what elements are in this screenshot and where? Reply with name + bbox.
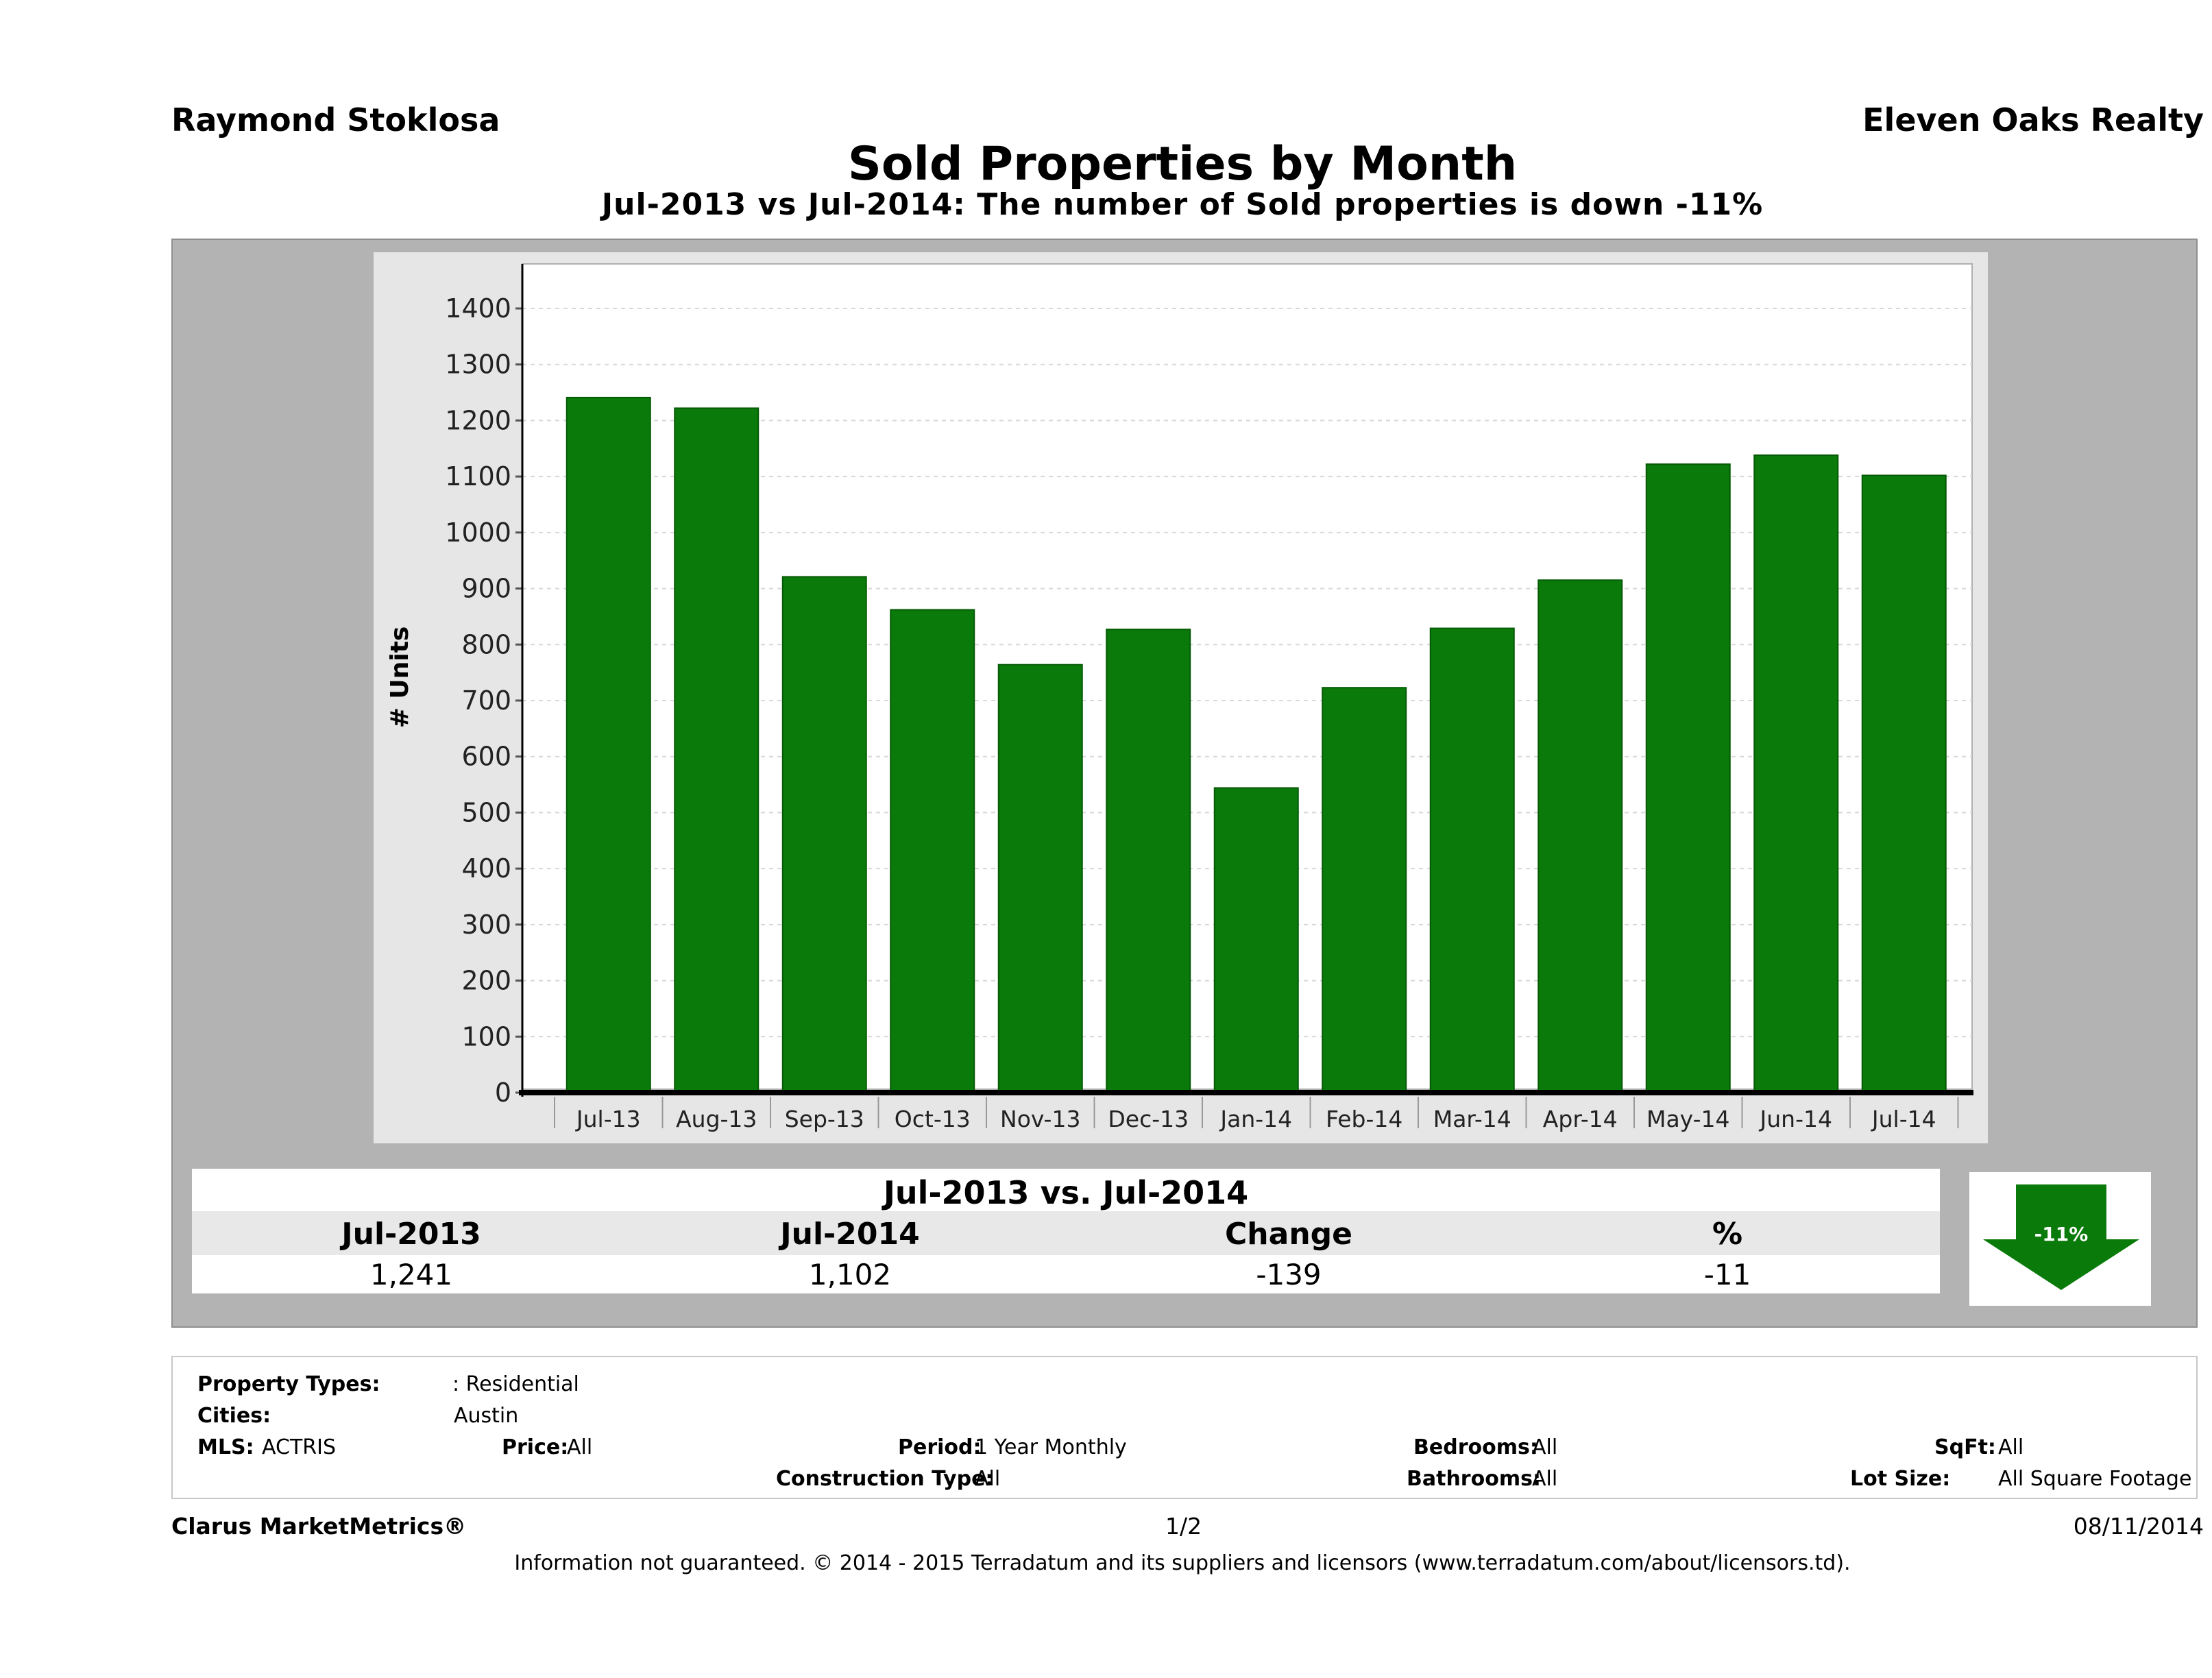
y-tick-label: 1100 bbox=[445, 461, 511, 491]
x-axis-ticks: Jul-13 Aug-13 Sep-13 Oct-13 Nov-13 Dec-13 Jan-… bbox=[554, 1097, 1959, 1132]
summary-header-percent: % bbox=[1712, 1217, 1743, 1252]
change-badge: -11% bbox=[1969, 1172, 2151, 1306]
y-tick-label: 300 bbox=[461, 910, 511, 940]
y-tick-label: 0 bbox=[495, 1078, 511, 1108]
summary-header-row: Jul-2013 Jul-2014 Change % bbox=[192, 1211, 1940, 1255]
summary-value-start: 1,241 bbox=[369, 1258, 453, 1291]
x-tick-label: Jul-13 bbox=[575, 1106, 641, 1132]
y-tick-label: 200 bbox=[461, 966, 511, 996]
summary-value-end: 1,102 bbox=[808, 1258, 892, 1291]
bar-mar-14 bbox=[1429, 627, 1515, 1093]
filter-price-label: Price: bbox=[502, 1435, 569, 1459]
filter-bathrooms-label: Bathrooms: bbox=[1407, 1467, 1541, 1491]
y-tick-label: 800 bbox=[461, 629, 511, 659]
chart-subtitle: Jul-2013 vs Jul-2014: The number of Sold… bbox=[601, 187, 1764, 222]
summary-value-percent: -11 bbox=[1703, 1258, 1751, 1291]
summary-table: Jul-2013 vs. Jul-2014 Jul-2013 Jul-2014 … bbox=[192, 1169, 1940, 1309]
x-tick-label: Feb-14 bbox=[1326, 1106, 1402, 1132]
summary-values-row: 1,241 1,102 -139 -11 bbox=[192, 1255, 1940, 1293]
y-tick-label: 400 bbox=[461, 853, 511, 884]
filter-mls-label: MLS: bbox=[197, 1435, 254, 1459]
filter-property-types-label: Property Types: bbox=[197, 1372, 380, 1396]
x-tick-label: May-14 bbox=[1646, 1106, 1730, 1132]
y-tick-label: 100 bbox=[461, 1021, 511, 1051]
bar-jun-14 bbox=[1753, 454, 1839, 1093]
bar-apr-14 bbox=[1538, 579, 1623, 1094]
bar-jul-13 bbox=[566, 396, 651, 1093]
down-arrow-shape bbox=[1983, 1184, 2139, 1290]
filter-period-value: 1 Year Monthly bbox=[975, 1435, 1127, 1459]
summary-header-start: Jul-2013 bbox=[341, 1217, 481, 1252]
y-tick-label: 1300 bbox=[445, 350, 511, 380]
company-name: Eleven Oaks Realty bbox=[1862, 101, 2204, 138]
y-tick-label: 900 bbox=[461, 574, 511, 604]
bar-dec-13 bbox=[1106, 629, 1191, 1093]
bar-may-14 bbox=[1645, 463, 1731, 1093]
x-tick-label: Nov-13 bbox=[1000, 1106, 1080, 1132]
summary-header-end: Jul-2014 bbox=[780, 1217, 920, 1252]
bar-sep-13 bbox=[781, 576, 867, 1093]
y-axis-label: # Units bbox=[386, 627, 414, 729]
filter-bedrooms-label: Bedrooms: bbox=[1413, 1435, 1538, 1459]
x-tick-label: Mar-14 bbox=[1433, 1106, 1511, 1132]
agent-name: Raymond Stoklosa bbox=[171, 101, 500, 138]
y-tick-label: 1000 bbox=[445, 518, 511, 548]
bar-jul-14 bbox=[1861, 474, 1947, 1094]
x-tick-label: Oct-13 bbox=[895, 1106, 971, 1132]
x-tick-label: Jan-14 bbox=[1219, 1106, 1292, 1132]
filter-construction-value: All bbox=[975, 1467, 1001, 1491]
x-tick-label: Aug-13 bbox=[676, 1106, 757, 1132]
filter-bedrooms-value: All bbox=[1532, 1435, 1558, 1459]
bar-feb-14 bbox=[1322, 687, 1407, 1093]
filter-price-value: All bbox=[567, 1435, 593, 1459]
filter-cities-value: Austin bbox=[454, 1404, 519, 1428]
bar-chart: 0 100 200 300 400 500 600 700 800 900 1000 1100 1200… bbox=[386, 263, 1973, 1132]
footer-disclaimer: Information not guaranteed. © 2014 - 201… bbox=[514, 1551, 1851, 1575]
filter-lotsize-label: Lot Size: bbox=[1850, 1467, 1951, 1491]
bar-aug-13 bbox=[674, 407, 759, 1094]
down-arrow-icon: -11% bbox=[1983, 1184, 2139, 1290]
filter-bathrooms-value: All bbox=[1532, 1467, 1558, 1491]
summary-title-row: Jul-2013 vs. Jul-2014 bbox=[192, 1169, 1940, 1211]
filter-sqft-value: All bbox=[1998, 1435, 2024, 1459]
x-tick-label: Jun-14 bbox=[1759, 1106, 1832, 1132]
footer-brand: Clarus MarketMetrics® bbox=[171, 1513, 467, 1540]
y-axis-ticks: 0 100 200 300 400 500 600 700 800 900 1000 1100 1200… bbox=[445, 293, 522, 1108]
y-tick-label: 500 bbox=[461, 797, 511, 827]
x-tick-label: Apr-14 bbox=[1543, 1106, 1618, 1132]
y-tick-label: 600 bbox=[461, 742, 511, 772]
summary-header-change: Change bbox=[1225, 1217, 1352, 1252]
filter-property-types-value: : Residential bbox=[452, 1372, 579, 1396]
bars bbox=[566, 396, 1947, 1094]
x-tick-label: Jul-14 bbox=[1871, 1106, 1936, 1132]
y-tick-label: 1200 bbox=[445, 405, 511, 435]
filter-period-label: Period: bbox=[898, 1435, 982, 1459]
summary-title: Jul-2013 vs. Jul-2014 bbox=[883, 1174, 1249, 1211]
footer-date: 08/11/2014 bbox=[2073, 1513, 2204, 1540]
plot-panel: 0 100 200 300 400 500 600 700 800 900 1000 1100 1200… bbox=[374, 252, 1988, 1143]
bar-nov-13 bbox=[997, 664, 1083, 1093]
filters-panel: Property Types: : Residential Cities: Au… bbox=[171, 1356, 2198, 1499]
footer-page-number: 1/2 bbox=[1165, 1513, 1202, 1540]
filter-lotsize-value: All Square Footage bbox=[1998, 1467, 2192, 1491]
x-tick-label: Sep-13 bbox=[785, 1106, 864, 1132]
y-tick-label: 700 bbox=[461, 685, 511, 716]
filter-sqft-label: SqFt: bbox=[1934, 1435, 1996, 1459]
x-tick-label: Dec-13 bbox=[1108, 1106, 1189, 1132]
filter-mls-value: ACTRIS bbox=[262, 1435, 337, 1459]
filter-construction-label: Construction Type: bbox=[776, 1467, 994, 1491]
chart-title: Sold Properties by Month bbox=[847, 137, 1518, 191]
y-tick-label: 1400 bbox=[445, 293, 511, 324]
bar-jan-14 bbox=[1213, 787, 1299, 1094]
bar-oct-13 bbox=[890, 609, 975, 1093]
summary-value-change: -139 bbox=[1256, 1258, 1322, 1291]
filter-cities-label: Cities: bbox=[197, 1404, 271, 1428]
change-badge-label: -11% bbox=[2034, 1223, 2089, 1245]
